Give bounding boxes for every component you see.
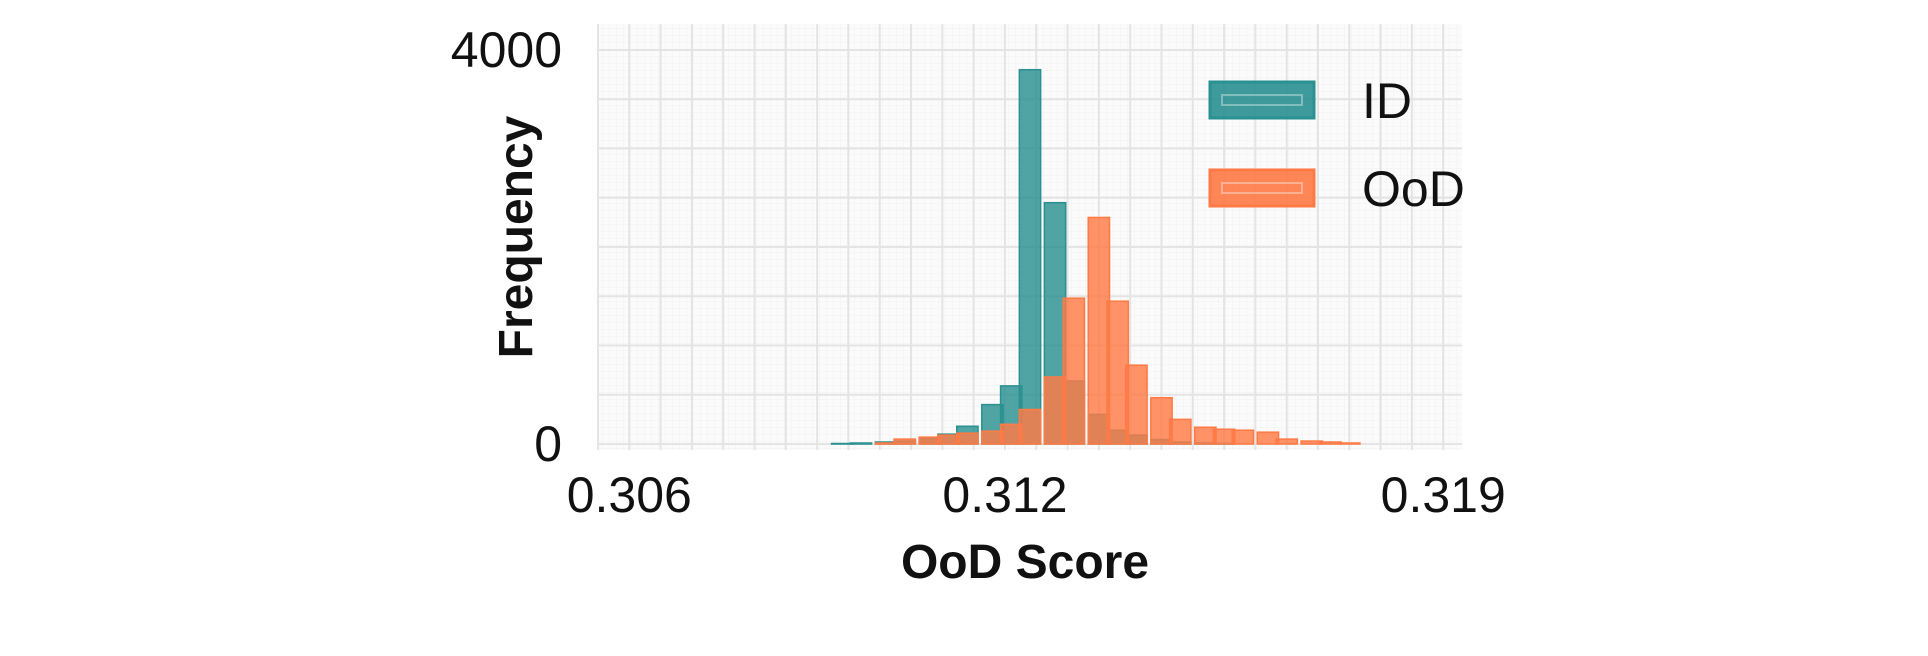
legend-label-id: ID	[1362, 73, 1412, 129]
x-tick-label: 0.306	[567, 467, 692, 523]
bar-ood	[1337, 442, 1361, 445]
legend-label-ood: OoD	[1362, 161, 1465, 217]
y-tick-label: 0	[534, 416, 562, 472]
bar-ood	[955, 432, 979, 445]
bar-ood	[1275, 438, 1299, 445]
y-tick-label: 4000	[451, 22, 562, 78]
bar-ood	[893, 438, 917, 445]
legend-swatch-inner-ood	[1221, 182, 1303, 194]
bar-ood	[1062, 297, 1086, 445]
bar-id	[1018, 68, 1042, 445]
legend-swatch-ood	[1208, 168, 1316, 208]
x-axis-title: OoD Score	[901, 536, 1149, 589]
x-tick-label: 0.319	[1381, 467, 1506, 523]
bar-ood	[1125, 364, 1148, 445]
x-tick-label: 0.312	[942, 467, 1067, 523]
bar-id	[849, 442, 873, 445]
axis-tick-labels: 0 4000 0.306 0.312 0.319	[451, 22, 1506, 523]
y-axis-title: Frequency	[490, 115, 543, 358]
bar-ood	[1256, 431, 1280, 445]
bar-ood	[1231, 429, 1255, 445]
histogram-bars	[830, 68, 1361, 445]
bar-ood	[1168, 418, 1192, 445]
bar-ood	[1018, 408, 1042, 445]
legend: ID OoD	[1208, 73, 1465, 217]
legend-swatch-id	[1208, 80, 1316, 120]
legend-swatch-inner-id	[1221, 94, 1303, 106]
